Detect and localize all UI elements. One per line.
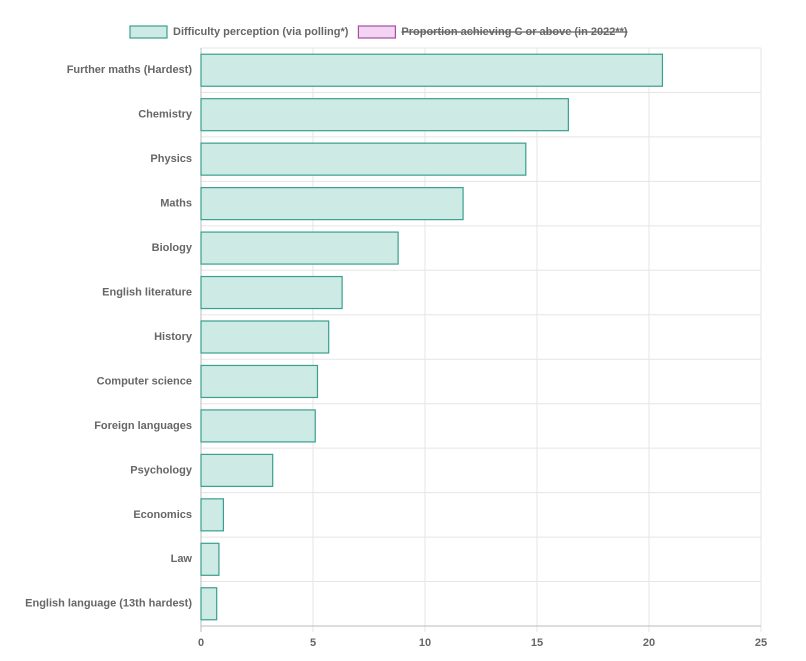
- bar: [200, 587, 218, 621]
- legend-swatch[interactable]: [357, 25, 397, 39]
- y-tick-label: Physics: [150, 153, 192, 165]
- x-tick-label: 25: [755, 637, 767, 649]
- y-tick-label: Economics: [133, 509, 192, 521]
- bar: [200, 320, 330, 354]
- bar: [200, 187, 464, 221]
- bar: [200, 409, 316, 443]
- bar: [200, 53, 664, 87]
- y-tick-label: Law: [171, 553, 193, 565]
- x-tick-label: 15: [531, 637, 543, 649]
- y-tick-label: History: [154, 331, 193, 343]
- y-tick-label: Maths: [160, 198, 192, 210]
- bar: [200, 142, 527, 176]
- x-tick-label: 5: [310, 637, 316, 649]
- legend-swatch[interactable]: [129, 25, 168, 39]
- x-tick-label: 20: [643, 637, 655, 649]
- bar: [200, 542, 220, 576]
- y-tick-label: Chemistry: [138, 109, 193, 121]
- y-tick-label: Foreign languages: [94, 420, 192, 432]
- bar: [200, 364, 319, 399]
- x-tick-label: 0: [198, 637, 204, 649]
- bar: [200, 453, 274, 487]
- y-tick-label: Biology: [152, 242, 193, 254]
- y-tick-label: Computer science: [97, 375, 192, 387]
- bar: [200, 275, 343, 310]
- y-tick-label: Further maths (Hardest): [67, 64, 193, 76]
- bar: [200, 498, 224, 532]
- bar: [200, 231, 399, 265]
- x-tick-label: 10: [419, 637, 431, 649]
- y-tick-label: Psychology: [130, 464, 193, 476]
- legend-label[interactable]: Difficulty perception (via polling*): [173, 26, 349, 38]
- y-tick-label: English language (13th hardest): [25, 598, 192, 610]
- y-tick-label: English literature: [102, 286, 192, 298]
- bar: [200, 98, 569, 132]
